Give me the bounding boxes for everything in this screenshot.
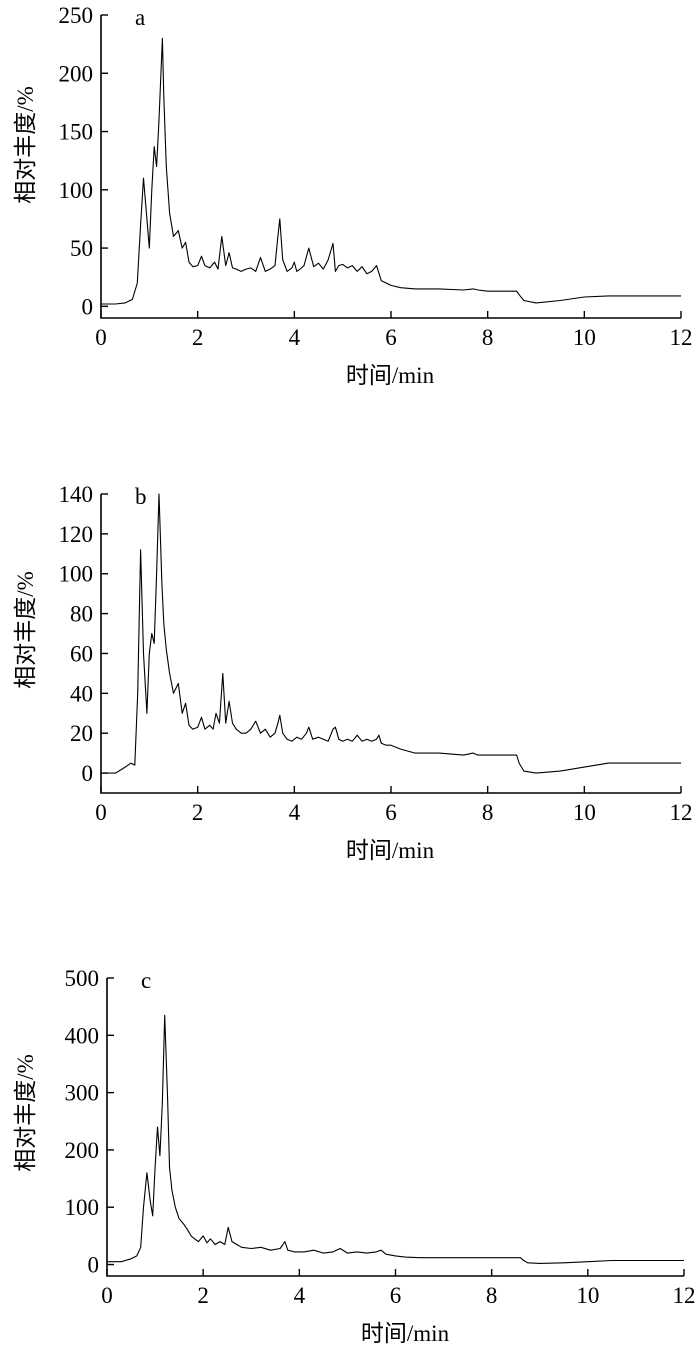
y-tick-label: 200 (65, 1138, 100, 1163)
chromatogram-trace (101, 37, 681, 305)
x-tick-label: 4 (289, 325, 301, 350)
axis-lines (106, 978, 684, 1277)
y-tick-label: 0 (82, 294, 94, 319)
x-tick-label: 8 (486, 1283, 498, 1308)
panel-label: a (135, 5, 145, 30)
x-axis-label: 时间/min (361, 1321, 450, 1346)
x-tick-label: 8 (482, 800, 494, 825)
x-tick-label: 10 (573, 325, 596, 350)
y-tick-label: 0 (88, 1253, 100, 1278)
y-tick-label: 50 (70, 236, 93, 261)
x-tick-label: 6 (385, 800, 397, 825)
axis-lines (100, 15, 681, 319)
x-tick-label: 10 (576, 1283, 599, 1308)
x-tick-label: 4 (289, 800, 301, 825)
y-axis-label: 相对丰度/% (13, 571, 38, 689)
y-tick-label: 150 (59, 120, 94, 145)
x-tick-label: 2 (192, 325, 204, 350)
y-tick-label: 300 (65, 1081, 100, 1106)
y-tick-label: 200 (59, 61, 94, 86)
x-tick-label: 12 (670, 800, 693, 825)
y-tick-label: 500 (65, 966, 100, 991)
x-axis-label: 时间/min (346, 838, 435, 863)
x-tick-label: 0 (95, 325, 107, 350)
y-tick-label: 140 (59, 482, 94, 507)
y-tick-label: 100 (59, 562, 94, 587)
x-tick-label: 0 (101, 1283, 113, 1308)
axis-lines (100, 494, 681, 794)
x-tick-label: 8 (482, 325, 494, 350)
chart-panel-c: 0 100 200 300 400 500 0 2 4 6 8 10 12 时间/min 相对丰度/% c (13, 966, 696, 1346)
y-tick-label: 100 (59, 178, 94, 203)
y-axis-label: 相对丰度/% (13, 1054, 38, 1172)
x-tick-label: 10 (573, 800, 596, 825)
y-tick-label: 100 (65, 1195, 100, 1220)
y-axis-label: 相对丰度/% (13, 86, 38, 204)
panel-label: c (141, 968, 151, 993)
y-tick-label: 60 (70, 641, 93, 666)
y-tick-label: 250 (59, 3, 94, 28)
y-tick-label: 0 (82, 761, 94, 786)
chart-panel-b: 0 20 40 60 80 100 120 140 0 2 4 6 8 10 12 时间/min 相对丰度/% b (13, 482, 693, 863)
y-tick-label: 400 (65, 1023, 100, 1048)
x-tick-label: 12 (673, 1283, 696, 1308)
x-tick-label: 6 (385, 325, 397, 350)
x-axis-label: 时间/min (346, 363, 435, 388)
y-tick-label: 80 (70, 602, 93, 627)
chromatogram-trace (101, 493, 681, 774)
y-tick-label: 40 (70, 681, 93, 706)
x-tick-label: 2 (197, 1283, 209, 1308)
x-tick-label: 12 (670, 325, 693, 350)
x-tick-label: 2 (192, 800, 204, 825)
panel-label: b (135, 484, 147, 509)
x-tick-label: 4 (294, 1283, 306, 1308)
chromatogram-trace (107, 1014, 684, 1264)
y-tick-label: 120 (59, 522, 94, 547)
y-tick-label: 20 (70, 721, 93, 746)
x-tick-label: 6 (390, 1283, 402, 1308)
chart-panel-a: 0 50 100 150 200 250 0 2 4 6 8 10 12 时间/min 相对丰度/% a (13, 3, 693, 388)
x-tick-label: 0 (95, 800, 107, 825)
